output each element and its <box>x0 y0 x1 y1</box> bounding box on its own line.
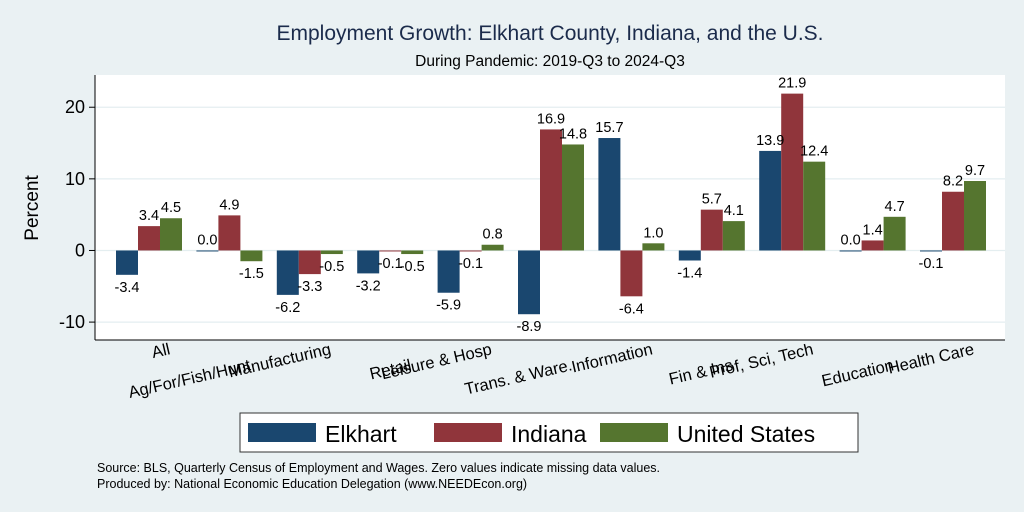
legend-swatch-indiana <box>434 423 502 442</box>
bar-indiana <box>379 250 402 252</box>
x-tick-label: Manufacturing <box>227 340 333 381</box>
bar-indiana <box>781 93 804 251</box>
data-label: 1.0 <box>643 225 663 241</box>
bar-united-states <box>401 250 424 255</box>
data-label: 16.9 <box>537 111 565 127</box>
source-note: Source: BLS, Quarterly Census of Employm… <box>97 461 660 475</box>
data-label: 1.4 <box>863 222 883 238</box>
data-label: -0.5 <box>400 259 425 275</box>
bar-elkhart <box>276 250 299 295</box>
bar-elkhart <box>678 250 701 261</box>
data-label: 14.8 <box>559 126 587 142</box>
bar-indiana <box>861 240 884 251</box>
y-tick-label: 10 <box>65 169 85 189</box>
bar-indiana <box>540 129 562 251</box>
x-tick-label: Prof, Sci, Tech <box>708 340 815 381</box>
bar-elkhart <box>357 250 380 274</box>
bar-indiana <box>620 250 643 297</box>
bar-indiana <box>700 209 723 251</box>
data-label: 0.0 <box>841 232 861 248</box>
data-label: 0.8 <box>483 227 503 243</box>
legend-swatch-united-states <box>600 423 668 442</box>
bar-indiana <box>298 250 321 275</box>
bar-indiana <box>942 191 964 251</box>
bar-united-states <box>160 218 182 251</box>
data-labels: -3.4 3.4 4.5 0.0 4.9 -1.5 -6.2 -3.3 -0.5 -3.2 -0.1… <box>115 76 986 336</box>
data-label: -3.2 <box>356 278 381 294</box>
x-tick-label: Information <box>570 340 654 376</box>
bar-elkhart <box>437 250 460 293</box>
legend-label-united-states: United States <box>677 421 815 447</box>
bar-elkhart <box>116 250 138 275</box>
data-label: 4.1 <box>724 203 744 219</box>
bar-elkhart <box>598 138 621 251</box>
bar-united-states <box>803 161 826 251</box>
data-label: 0.0 <box>197 232 217 248</box>
bar-united-states <box>562 144 584 251</box>
producer-note: Produced by: National Economic Education… <box>97 477 527 491</box>
bar-united-states <box>964 181 986 251</box>
bar-united-states <box>481 244 504 251</box>
y-ticks: -10 0 10 20 <box>59 97 95 332</box>
data-label: -6.4 <box>619 301 644 317</box>
bar-indiana <box>218 215 241 251</box>
chart-subtitle: During Pandemic: 2019-Q3 to 2024-Q3 <box>415 53 685 70</box>
bar-united-states <box>642 243 665 251</box>
legend-label-indiana: Indiana <box>511 421 587 447</box>
data-label: 9.7 <box>965 163 985 179</box>
bar-elkhart <box>920 250 942 252</box>
data-label: -0.1 <box>458 256 483 272</box>
x-tick-label: Education <box>820 356 896 390</box>
data-label: -8.9 <box>517 319 542 335</box>
legend: Elkhart Indiana United States <box>239 412 859 453</box>
data-label: -6.2 <box>275 300 300 316</box>
data-label: 8.2 <box>943 174 963 190</box>
data-label: -0.5 <box>319 259 344 275</box>
bar-united-states <box>240 250 263 262</box>
x-tick-label: Leisure & Hosp <box>380 340 494 383</box>
legend-label-elkhart: Elkhart <box>325 421 397 447</box>
data-label: -1.4 <box>677 266 702 282</box>
data-label: -5.9 <box>436 298 461 314</box>
chart-title: Employment Growth: Elkhart County, India… <box>276 22 823 45</box>
data-label: -0.1 <box>919 256 944 272</box>
data-label: -3.4 <box>115 280 140 296</box>
data-label: 21.9 <box>778 76 806 92</box>
x-tick-label: All <box>150 340 172 362</box>
bar-indiana <box>138 226 160 251</box>
y-tick-label: -10 <box>59 312 85 332</box>
x-tick-label: Trans. & Ware. <box>463 356 574 398</box>
bar-united-states <box>722 221 745 251</box>
data-label: 5.7 <box>702 192 722 208</box>
x-tick-label: Health Care <box>886 340 976 377</box>
data-label: -1.5 <box>239 266 264 282</box>
data-label: 15.7 <box>595 120 623 136</box>
bar-elkhart <box>518 250 540 315</box>
y-tick-label: 20 <box>65 97 85 117</box>
data-label: -0.1 <box>378 256 403 272</box>
bars <box>116 93 986 315</box>
data-label: 4.7 <box>885 199 905 215</box>
data-label: 12.4 <box>800 144 828 160</box>
bar-united-states <box>320 250 343 255</box>
bar-elkhart <box>196 250 219 252</box>
bar-indiana <box>459 250 482 252</box>
legend-box <box>239 412 859 453</box>
bar-elkhart <box>839 250 862 252</box>
y-tick-label: 0 <box>75 240 85 260</box>
data-label: 4.9 <box>219 197 239 213</box>
data-label: 13.9 <box>756 133 784 149</box>
legend-swatch-elkhart <box>248 423 316 442</box>
data-label: -3.3 <box>297 279 322 295</box>
bar-elkhart <box>759 150 782 251</box>
data-label: 4.5 <box>161 200 181 216</box>
bar-united-states <box>883 216 906 251</box>
y-axis-label: Percent <box>22 175 43 241</box>
data-label: 3.4 <box>139 208 159 224</box>
